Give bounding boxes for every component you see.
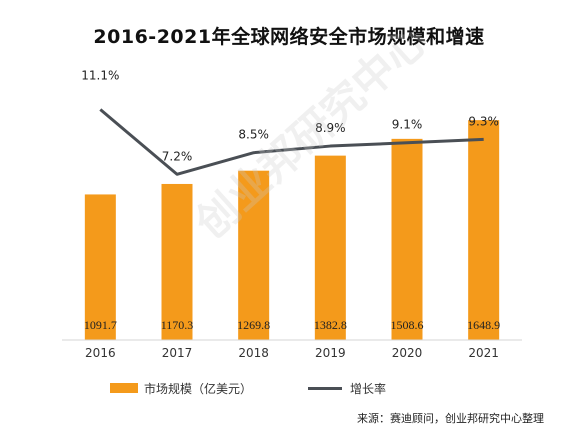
- x-tick-label-2016: 2016: [85, 346, 116, 360]
- legend-label-growth-rate: 增长率: [350, 381, 387, 396]
- legend: 市场规模（亿美元） 增长率: [110, 378, 442, 398]
- bar-value-label-2021: 1648.9: [467, 318, 500, 332]
- x-tick-label-2021: 2021: [468, 346, 499, 360]
- growth-rate-label-2017: 7.2%: [162, 149, 193, 163]
- bar-2019: [314, 155, 346, 340]
- x-tick-label-2018: 2018: [238, 346, 269, 360]
- x-tick-label-2020: 2020: [392, 346, 423, 360]
- bar-value-labels: 1091.7 1170.3 1269.8 1382.8 1508.6 1648.9: [84, 318, 500, 332]
- bar-value-label-2017: 1170.3: [161, 318, 194, 332]
- bars-layer: [84, 120, 500, 340]
- growth-rate-label-2018: 8.5%: [238, 128, 269, 142]
- x-tick-label-2019: 2019: [315, 346, 346, 360]
- legend-item-growth-rate: 增长率: [308, 380, 386, 397]
- x-tick-label-2017: 2017: [162, 346, 193, 360]
- bar-value-label-2016: 1091.7: [84, 318, 117, 332]
- line-layer: [99, 108, 484, 176]
- bar-value-label-2018: 1269.8: [237, 318, 270, 332]
- legend-item-market-size: 市场规模（亿美元）: [110, 380, 252, 397]
- legend-line-swatch: [308, 386, 343, 390]
- bar-value-label-2020: 1508.6: [391, 318, 424, 332]
- line-value-labels: 11.1% 7.2% 8.5% 8.9% 9.1% 9.3%: [81, 69, 499, 164]
- growth-rate-label-2021: 9.3%: [468, 114, 499, 128]
- bar-2018: [238, 170, 270, 340]
- source-note: 来源：赛迪顾问，创业邦研究中心整理: [357, 412, 544, 425]
- bar-2017: [161, 183, 193, 340]
- bar-2021: [468, 120, 500, 340]
- x-tick-labels: 2016 2017 2018 2019 2020 2021: [85, 346, 499, 360]
- bar-2016: [84, 194, 116, 340]
- growth-rate-label-2016: 11.1%: [81, 69, 119, 83]
- growth-rate-label-2020: 9.1%: [392, 118, 423, 132]
- bar-value-label-2019: 1382.8: [314, 318, 347, 332]
- growth-rate-line: [99, 108, 484, 176]
- legend-label-market-size: 市场规模（亿美元）: [144, 381, 253, 396]
- bar-2020: [391, 138, 423, 340]
- growth-rate-label-2019: 8.9%: [315, 121, 346, 135]
- legend-bar-swatch: [110, 383, 138, 393]
- chart-title: 2016-2021年全球网络安全市场规模和增速: [93, 26, 485, 48]
